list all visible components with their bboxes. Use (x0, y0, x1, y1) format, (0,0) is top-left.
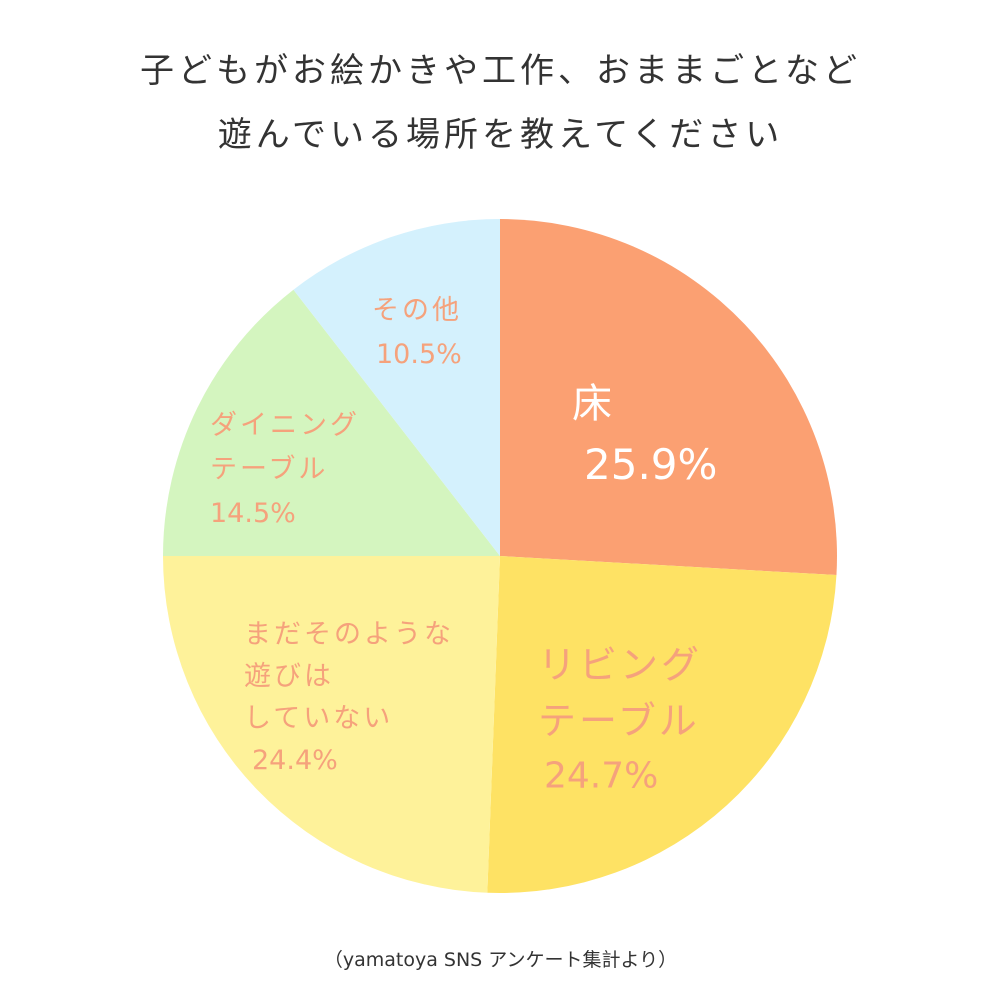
slice-value-text: 24.4% (252, 745, 338, 776)
slice-value-text: 10.5% (376, 339, 462, 370)
slice-label-text: ダイニング (210, 410, 360, 441)
slice-label-text: リビング (538, 643, 702, 687)
pie-slice-floor (500, 219, 837, 576)
slice-label-floor: 床 25.9% (572, 381, 717, 489)
pie-slice-not-yet (163, 556, 500, 893)
slice-label-text: 床 (572, 381, 615, 427)
pie-slice-dining-table (163, 289, 500, 556)
slice-label-text: テーブル (538, 699, 700, 743)
slice-label-other: その他 10.5% (372, 295, 462, 370)
chart-title-line-2: 遊んでいる場所を教えてください (217, 115, 784, 155)
slice-label-text: まだそのような (244, 619, 454, 650)
pie-slice-other (293, 219, 500, 556)
slice-label-text: テーブル (210, 454, 328, 485)
slice-value-text: 25.9% (584, 440, 717, 489)
pie-slice-living-table (487, 556, 837, 893)
slice-label-text: していない (244, 703, 393, 734)
slice-value-text: 14.5% (210, 498, 296, 529)
slice-label-text: 遊びは (244, 661, 334, 692)
slice-value-text: 24.7% (544, 756, 658, 797)
slice-label-text: その他 (372, 295, 462, 326)
source-note: （yamatoya SNS アンケート集計より） (323, 949, 678, 971)
chart-title-line-1: 子どもがお絵かきや工作、おままごとなど (140, 51, 861, 91)
